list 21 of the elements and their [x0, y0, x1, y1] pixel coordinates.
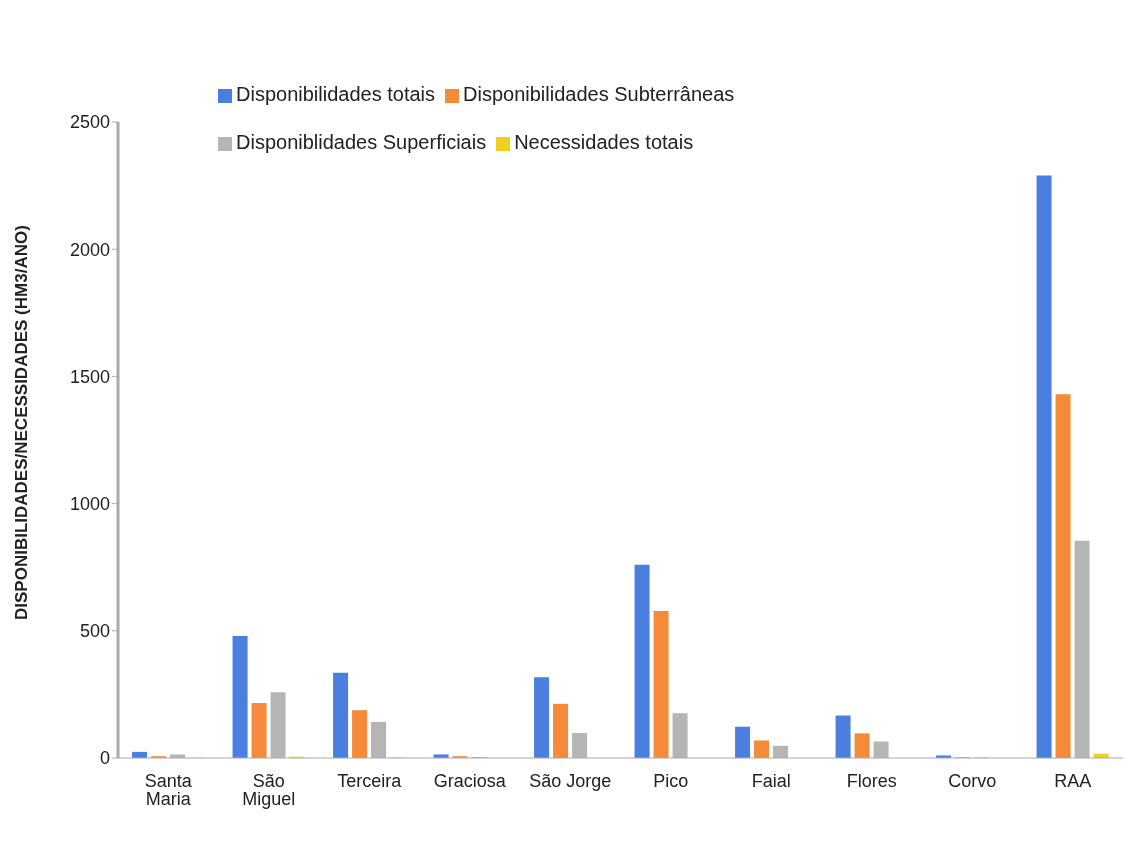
legend-label: Disponibilidades totais — [236, 83, 436, 105]
y-tick-label: 0 — [99, 748, 110, 769]
y-tick-label: 1500 — [69, 366, 110, 387]
x-tick-label: Corvo — [948, 770, 997, 791]
y-tick-label: 500 — [79, 621, 110, 642]
y-tick-label: 1000 — [69, 493, 110, 514]
x-tick-label: Graciosa — [433, 770, 507, 791]
x-tick-label: São Miguel — [242, 770, 296, 809]
x-tick-label: RAA — [1054, 770, 1092, 791]
x-tick-label: Terceira — [337, 770, 403, 791]
legend-label: Disponiblidades Superficiais — [236, 131, 487, 153]
legend-label: Disponibilidades Subterrâneas — [463, 83, 735, 105]
x-tick-label: São Jorge — [529, 770, 612, 791]
y-tick-label: 2000 — [69, 239, 110, 260]
legend-label: Necessidades totais — [514, 131, 694, 153]
x-tick-label: Flores — [846, 770, 897, 791]
x-tick-label: Faial — [751, 770, 791, 791]
x-tick-label: Pico — [653, 770, 689, 791]
y-axis-title: DISPONIBILIDADES/NECESSIDADES (HM3/ANO) — [12, 225, 32, 620]
x-tick-label: Santa Maria — [144, 770, 193, 809]
y-tick-label: 2500 — [69, 112, 110, 133]
